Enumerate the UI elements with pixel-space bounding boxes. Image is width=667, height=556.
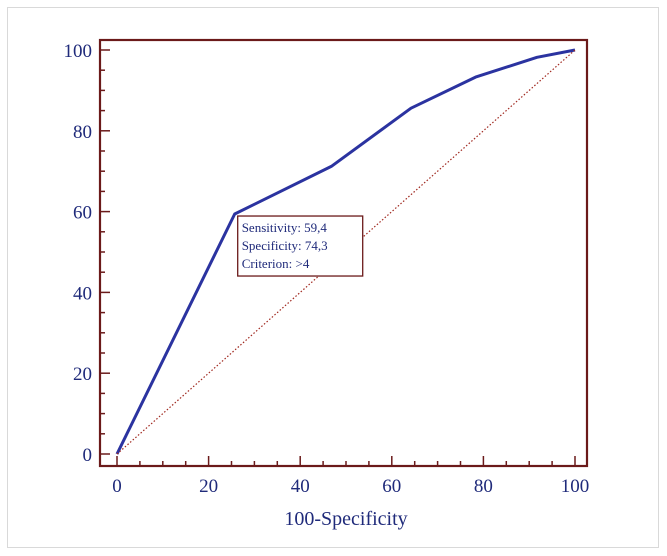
axes bbox=[98, 38, 589, 468]
annotation-box: Sensitivity: 59,4 Specificity: 74,3 Criter… bbox=[237, 215, 364, 277]
y-tick-label: 80 bbox=[73, 122, 92, 143]
y-tick-label: 0 bbox=[83, 445, 93, 466]
roc-curve bbox=[115, 48, 576, 455]
x-tick-label: 60 bbox=[382, 476, 401, 497]
annotation-line: Criterion: >4 bbox=[242, 256, 310, 271]
y-tick-label: 100 bbox=[64, 41, 93, 62]
x-tick-label: 80 bbox=[474, 476, 493, 497]
x-tick-label: 0 bbox=[112, 476, 122, 497]
plot-border bbox=[98, 38, 589, 468]
x-tick-label: 20 bbox=[199, 476, 218, 497]
annotation-line: Sensitivity: 59,4 bbox=[242, 220, 328, 235]
y-tick-label: 40 bbox=[73, 283, 92, 304]
x-tick-label: 40 bbox=[291, 476, 310, 497]
x-axis-title: 100-Specificity bbox=[284, 508, 407, 530]
chart-frame bbox=[7, 7, 659, 548]
annotation-line: Specificity: 74,3 bbox=[242, 238, 328, 253]
y-tick-label: 60 bbox=[73, 203, 92, 224]
annotation-rect bbox=[237, 215, 364, 277]
ticks: 0 20 40 60 80 100 0 20 40 60 80 100 bbox=[64, 41, 590, 497]
x-tick-label: 100 bbox=[561, 476, 590, 497]
y-tick-label: 20 bbox=[73, 364, 92, 385]
